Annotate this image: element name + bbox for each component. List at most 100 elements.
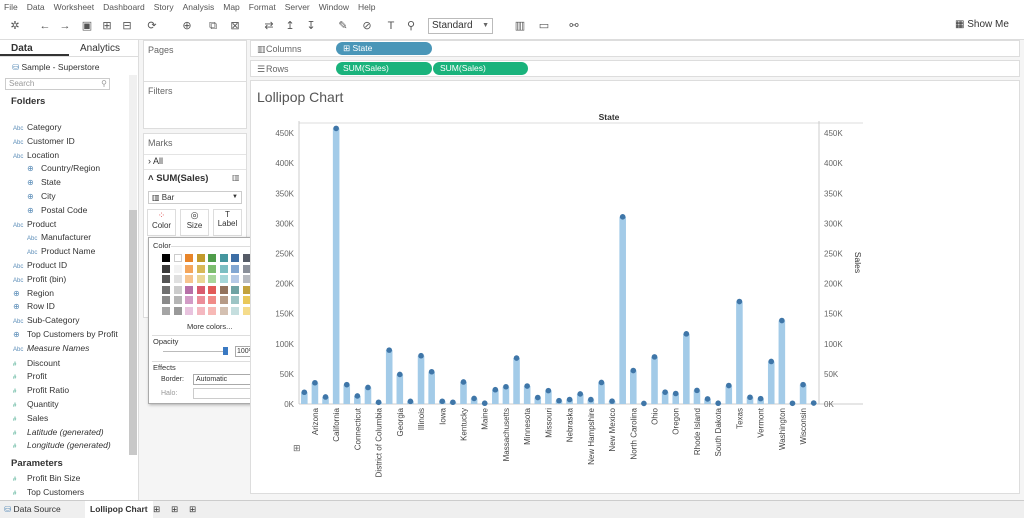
lollipop-dot[interactable] xyxy=(428,368,435,375)
bar-mark[interactable] xyxy=(428,371,435,404)
lollipop-dot[interactable] xyxy=(407,398,414,405)
show-cards-icon[interactable]: ▥ xyxy=(514,20,526,32)
tableau-logo-icon[interactable]: ✲ xyxy=(10,20,20,32)
bar-mark[interactable] xyxy=(598,382,605,404)
columns-pill-state[interactable]: ⊞ State xyxy=(336,42,432,55)
more-colors-link[interactable]: More colors... xyxy=(187,322,233,331)
color-swatch[interactable] xyxy=(185,254,193,262)
lollipop-dot[interactable] xyxy=(343,381,350,388)
presentation-icon[interactable]: ▭ xyxy=(538,20,550,32)
lollipop-dot[interactable] xyxy=(641,400,647,407)
bar-mark[interactable] xyxy=(322,396,329,404)
field-postal-code[interactable]: ⊕ Postal Code xyxy=(0,204,138,218)
color-swatch[interactable] xyxy=(185,275,193,283)
field-profit-ratio[interactable]: # Profit Ratio xyxy=(0,384,138,398)
color-swatch[interactable] xyxy=(219,306,228,315)
bar-mark[interactable] xyxy=(693,390,701,404)
color-swatch[interactable] xyxy=(208,296,216,304)
lollipop-dot[interactable] xyxy=(354,393,361,399)
highlight-icon[interactable]: ✎ xyxy=(338,20,348,32)
lollipop-dot[interactable] xyxy=(609,398,615,404)
lollipop-dot[interactable] xyxy=(386,347,393,353)
color-swatch[interactable] xyxy=(196,254,205,262)
color-swatch[interactable] xyxy=(185,296,193,304)
bar-mark[interactable] xyxy=(629,370,637,404)
field-location[interactable]: Abc Location xyxy=(0,149,138,163)
bar-mark[interactable] xyxy=(746,397,754,404)
lollipop-dot[interactable] xyxy=(800,381,806,388)
label-button[interactable]: T Label xyxy=(213,209,242,236)
color-swatch[interactable] xyxy=(219,264,228,273)
lollipop-dot[interactable] xyxy=(598,379,605,386)
lollipop-dot[interactable] xyxy=(672,390,679,397)
lollipop-dot[interactable] xyxy=(556,397,562,404)
marks-all[interactable]: › All xyxy=(148,156,164,166)
field-region[interactable]: ⊕ Region xyxy=(0,287,138,301)
opacity-slider-handle[interactable] xyxy=(223,347,228,355)
datasource-name[interactable]: ⛁ Sample - Superstore xyxy=(12,62,100,72)
lollipop-dot[interactable] xyxy=(779,317,785,324)
lollipop-dot[interactable] xyxy=(662,389,668,395)
lollipop-dot[interactable] xyxy=(375,399,382,406)
menu-item-worksheet[interactable]: Worksheet xyxy=(53,1,95,12)
color-swatch[interactable] xyxy=(231,275,239,283)
bar-mark[interactable] xyxy=(301,392,308,404)
sheet-tab-lollipop[interactable]: Lollipop Chart xyxy=(85,501,153,518)
field-profit[interactable]: # Profit xyxy=(0,370,138,384)
lollipop-dot[interactable] xyxy=(789,400,796,407)
bar-mark[interactable] xyxy=(343,384,351,404)
labels-icon[interactable]: T xyxy=(387,20,395,32)
clear-sheet-icon[interactable]: ⊠ xyxy=(230,20,240,32)
lollipop-dot[interactable] xyxy=(397,371,403,378)
field-state[interactable]: ⊕ State xyxy=(0,176,138,190)
lollipop-dot[interactable] xyxy=(715,400,721,407)
bar-mark[interactable] xyxy=(492,389,499,404)
color-swatch[interactable] xyxy=(196,275,205,283)
color-swatch[interactable] xyxy=(242,306,251,315)
swap-icon[interactable]: ⇄ xyxy=(264,20,274,32)
color-swatch[interactable] xyxy=(196,285,205,294)
color-swatch[interactable] xyxy=(208,275,216,283)
color-swatch[interactable] xyxy=(208,264,216,273)
filters-card[interactable]: Filters xyxy=(143,81,247,129)
lollipop-dot[interactable] xyxy=(810,400,817,406)
color-swatch[interactable] xyxy=(231,285,239,294)
field-product[interactable]: Abc Product xyxy=(0,218,138,232)
bar-mark[interactable] xyxy=(778,320,786,404)
pause-updates-icon[interactable]: ⊟ xyxy=(122,20,132,32)
marks-sum-sales[interactable]: ˄ SUM(Sales) xyxy=(148,173,209,184)
color-swatch[interactable] xyxy=(162,264,170,273)
menu-item-dashboard[interactable]: Dashboard xyxy=(103,1,145,12)
field-latitude-generated-[interactable]: # Latitude (generated) xyxy=(0,426,138,440)
color-swatch[interactable] xyxy=(173,264,182,273)
color-swatch[interactable] xyxy=(173,285,182,294)
lollipop-chart[interactable]: State 0K 0K 50K 50K 100K 100K 150K 150K 200K 200K 2… xyxy=(251,81,1021,495)
size-button[interactable]: ◎ Size xyxy=(180,209,209,236)
lollipop-dot[interactable] xyxy=(418,352,424,359)
bar-mark[interactable] xyxy=(619,216,626,404)
color-swatch[interactable] xyxy=(162,285,170,294)
field-longitude-generated-[interactable]: # Longitude (generated) xyxy=(0,439,138,453)
menu-item-format[interactable]: Format xyxy=(248,1,276,12)
border-select[interactable]: Automatic▼ xyxy=(193,374,257,385)
color-swatch[interactable] xyxy=(173,275,182,283)
color-swatch[interactable] xyxy=(208,285,216,294)
save-icon[interactable]: ▣ xyxy=(81,20,93,32)
new-worksheet-icon[interactable]: ⊕ xyxy=(182,20,192,32)
lollipop-dot[interactable] xyxy=(577,391,584,397)
color-swatch[interactable] xyxy=(242,285,251,294)
color-swatch[interactable] xyxy=(231,254,239,262)
redo-icon[interactable]: → xyxy=(59,20,71,32)
field-product-name[interactable]: Abc Product Name xyxy=(0,245,138,259)
color-swatch[interactable] xyxy=(242,275,251,283)
bar-mark[interactable] xyxy=(311,382,319,404)
expand-icon[interactable]: ⊞ xyxy=(293,444,301,454)
lollipop-dot[interactable] xyxy=(322,394,329,400)
lollipop-dot[interactable] xyxy=(365,384,371,391)
color-swatch[interactable] xyxy=(208,306,216,315)
menu-item-map[interactable]: Map xyxy=(223,1,240,12)
share-icon[interactable]: ⚯ xyxy=(569,20,579,32)
bar-mark[interactable] xyxy=(736,301,743,404)
new-dashboard-tab-icon[interactable]: ⊞ xyxy=(171,504,179,514)
refresh-icon[interactable]: ⟳ xyxy=(147,20,157,32)
